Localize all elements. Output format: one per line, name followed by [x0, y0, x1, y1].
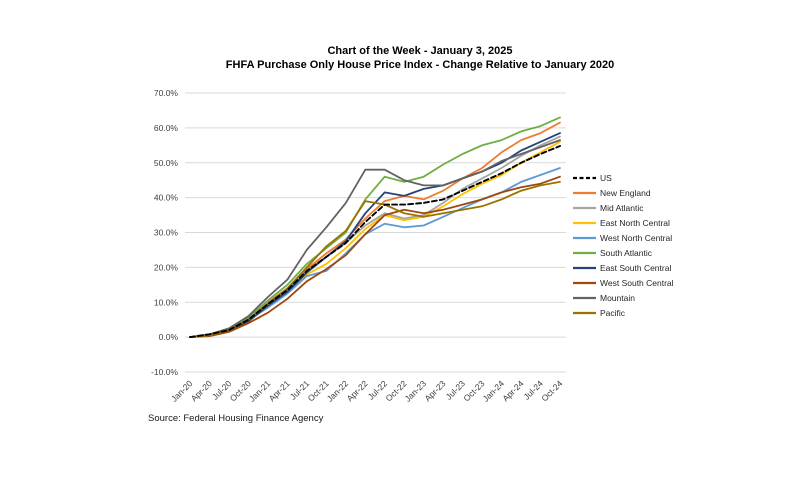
legend-label-mountain: Mountain — [600, 293, 635, 303]
x-axis-label: Jan-20 — [169, 378, 195, 404]
legend-label-west-north-central: West North Central — [600, 233, 672, 243]
y-axis-label: 50.0% — [154, 158, 179, 168]
x-axis-label: Apr-24 — [500, 378, 525, 403]
y-axis-label: 70.0% — [154, 88, 179, 98]
x-axis-label: Oct-24 — [539, 378, 564, 403]
series-line-east-north-central — [189, 140, 561, 339]
x-axis-label: Apr-21 — [267, 378, 292, 403]
chart-title: Chart of the Week - January 3, 2025 FHFA… — [40, 44, 800, 72]
x-axis-label: Jan-21 — [247, 378, 273, 404]
series-line-mid-atlantic — [189, 135, 561, 339]
series-line-mountain — [189, 139, 561, 339]
series-line-west-south-central — [189, 175, 561, 339]
chart-title-line2: FHFA Purchase Only House Price Index - C… — [225, 59, 615, 71]
legend-label-south-atlantic: South Atlantic — [600, 248, 653, 258]
y-axis-label: 20.0% — [154, 262, 179, 272]
series-line-pacific — [189, 180, 561, 339]
source-note: Source: Federal Housing Finance Agency — [148, 413, 324, 424]
series-line-us — [189, 145, 561, 339]
chart-title-line1: Chart of the Week - January 3, 2025 — [327, 45, 513, 57]
legend-label-pacific: Pacific — [600, 308, 626, 318]
y-axis-label: 0.0% — [159, 332, 179, 342]
y-axis-label: 30.0% — [154, 228, 179, 238]
x-axis-label: Jan-24 — [481, 378, 507, 404]
legend-label-east-south-central: East South Central — [600, 263, 671, 273]
y-axis-label: -10.0% — [151, 367, 178, 377]
legend-label-mid-atlantic: Mid Atlantic — [600, 203, 644, 213]
series-line-south-atlantic — [189, 116, 561, 339]
x-axis-label: Jan-22 — [325, 378, 351, 404]
legend-label-us: US — [600, 173, 612, 183]
x-axis-label: Jan-23 — [403, 378, 429, 404]
x-axis-label: Apr-20 — [189, 378, 214, 403]
series-line-east-south-central — [189, 132, 561, 339]
legend-label-new-england: New England — [600, 188, 651, 198]
series-line-west-north-central — [189, 167, 561, 339]
legend-label-west-south-central: West South Central — [600, 278, 674, 288]
legend-label-east-north-central: East North Central — [600, 218, 670, 228]
y-axis-label: 10.0% — [154, 297, 179, 307]
y-axis-label: 40.0% — [154, 193, 179, 203]
x-axis-label: Apr-22 — [345, 378, 370, 403]
x-axis-label: Apr-23 — [422, 378, 447, 403]
y-axis-label: 60.0% — [154, 123, 179, 133]
